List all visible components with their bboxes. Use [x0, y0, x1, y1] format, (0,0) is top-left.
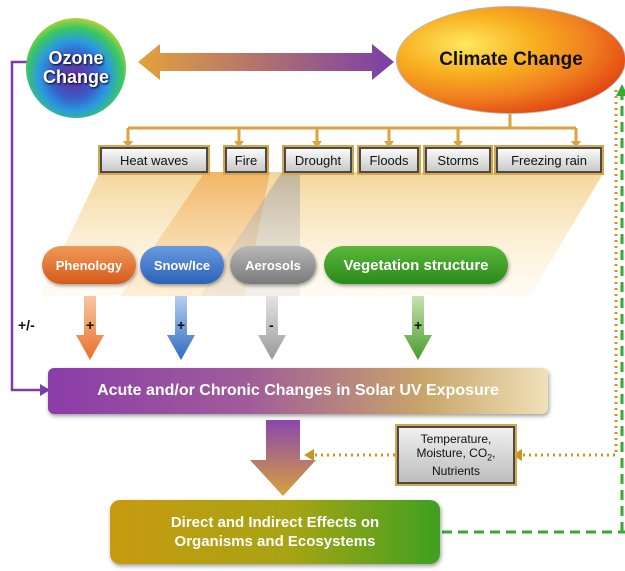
factor-vegetation-structure: Vegetation structure [324, 246, 508, 284]
event-heat-waves: Heat waves [100, 147, 208, 173]
drivers-line2: Moisture, CO2, [416, 446, 496, 463]
event-storms: Storms [425, 147, 491, 173]
effects-box: Direct and Indirect Effects on Organisms… [110, 500, 440, 564]
climate-label: Climate Change [439, 49, 583, 71]
event-floods: Floods [359, 147, 419, 173]
drivers-line3: Nutrients [431, 463, 481, 478]
event-fire: Fire [225, 147, 267, 173]
phenology-sign: + [86, 317, 95, 333]
snow-ice-sign: + [177, 317, 186, 333]
aerosols-sign: - [269, 317, 274, 333]
ozone-label-line1: Ozone [48, 48, 104, 69]
ozone-sign: +/- [18, 317, 35, 333]
factor-phenology: Phenology [42, 246, 136, 284]
climate-change-map: Climate Change [396, 6, 625, 114]
effects-line2: Organisms and Ecosystems [174, 533, 376, 550]
uv-exposure-box: Acute and/or Chronic Changes in Solar UV… [48, 368, 548, 414]
ozone-change-globe: Ozone Change [26, 18, 126, 118]
factor-snow-ice: Snow/Ice [140, 246, 224, 284]
vegetation-sign: + [414, 317, 423, 333]
event-drought: Drought [284, 147, 352, 173]
factor-aerosols: Aerosols [230, 246, 316, 284]
drivers-box: Temperature, Moisture, CO2, Nutrients [397, 426, 515, 484]
effects-line1: Direct and Indirect Effects on [170, 513, 380, 531]
drivers-line1: Temperature, [420, 432, 492, 447]
ozone-label-line2: Change [42, 67, 109, 87]
event-freezing-rain: Freezing rain [496, 147, 602, 173]
